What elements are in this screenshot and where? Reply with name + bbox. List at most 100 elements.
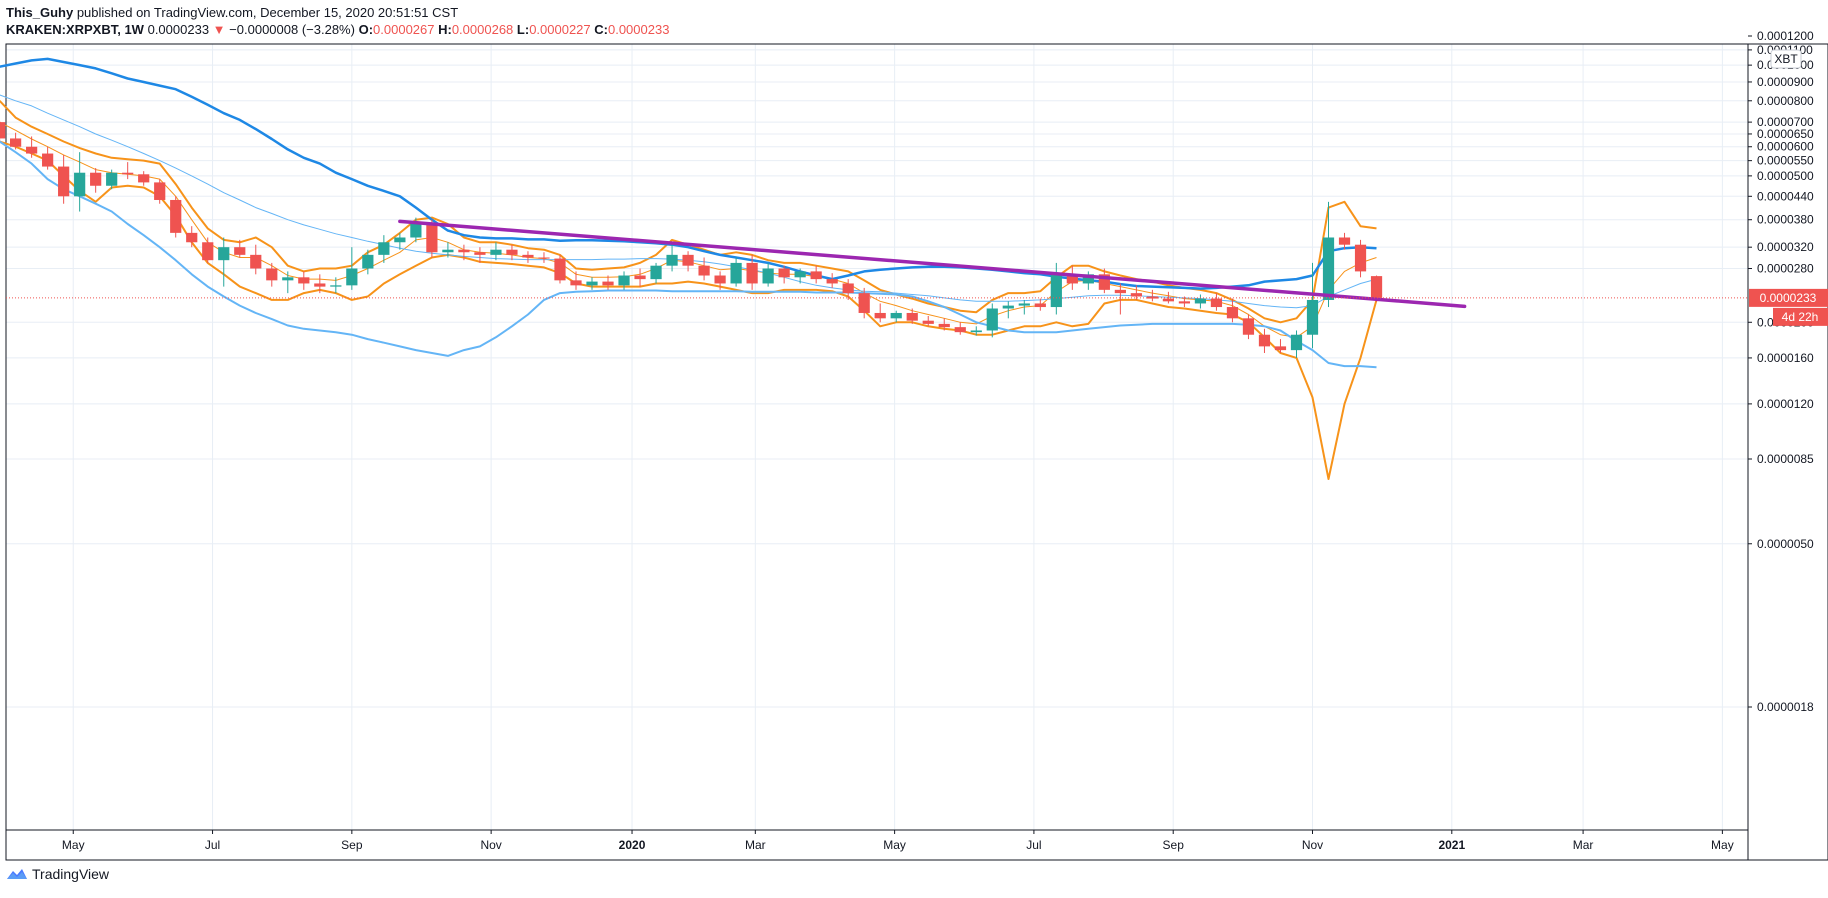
candle-body: [298, 277, 310, 284]
candle-body: [746, 262, 758, 284]
candle-body: [282, 277, 294, 281]
chart-border: [5, 43, 1828, 861]
close-value: 0.0000233: [607, 22, 670, 37]
price-tick-label[interactable]: 0.0000050: [1757, 537, 1814, 551]
band-line-1: [0, 121, 1377, 338]
candle-body: [1098, 274, 1110, 290]
candle-body: [170, 199, 182, 233]
time-tick-label[interactable]: 2021: [1438, 838, 1465, 852]
time-tick-label[interactable]: Sep: [341, 838, 363, 852]
candle-body: [330, 285, 342, 287]
price-tick-label[interactable]: 0.0000900: [1757, 75, 1814, 89]
candle-body: [634, 275, 646, 280]
candle-body: [1274, 346, 1287, 351]
low-value: 0.0000227: [529, 22, 591, 37]
candle-body: [154, 182, 166, 200]
candle-body: [1370, 276, 1383, 298]
price-tick-label[interactable]: 0.0000800: [1757, 94, 1814, 108]
footer-brand[interactable]: TradingView: [6, 866, 109, 882]
time-tick-label[interactable]: Nov: [1302, 838, 1323, 852]
price-tick-label[interactable]: 0.0000650: [1757, 127, 1814, 141]
price-tick-label[interactable]: 0.0000600: [1757, 140, 1814, 154]
candle-body: [410, 223, 422, 238]
candle-body: [666, 254, 678, 266]
candle-body: [954, 327, 966, 333]
last-price-tag-text: 0.0000233: [1760, 291, 1817, 305]
candle-body: [1338, 237, 1351, 245]
candle-body: [106, 172, 118, 186]
candle-body: [922, 320, 934, 324]
last-price: 0.0000233: [147, 22, 210, 37]
price-tick-label[interactable]: 0.0000018: [1757, 700, 1814, 714]
candle-body: [1242, 318, 1255, 335]
price-tick-label[interactable]: 0.0000120: [1757, 397, 1814, 411]
price-tick-label[interactable]: 0.0001200: [1757, 29, 1814, 43]
candle-body: [1050, 274, 1062, 308]
candle-body: [970, 330, 982, 333]
candle-body: [586, 281, 598, 286]
candle-body: [986, 308, 998, 331]
candle-body: [138, 174, 150, 183]
candle-body: [26, 146, 38, 154]
symbol-label[interactable]: KRAKEN:XRPXBT, 1W: [6, 22, 144, 37]
price-tick-label[interactable]: 0.0000440: [1757, 189, 1814, 203]
candle-body: [810, 271, 822, 280]
band-line-4: [0, 94, 1377, 309]
time-tick-label[interactable]: Jul: [205, 838, 220, 852]
candle-body: [1178, 301, 1191, 304]
candle-body: [778, 268, 790, 278]
candle-body: [858, 293, 870, 313]
candle-body: [1306, 299, 1319, 335]
candle-body: [826, 279, 838, 284]
time-tick-label[interactable]: Jul: [1026, 838, 1041, 852]
price-tick-label[interactable]: 0.0000320: [1757, 240, 1814, 254]
candle-body: [714, 275, 726, 284]
candle-body: [618, 275, 630, 286]
author-name[interactable]: This_Guhy: [6, 5, 74, 20]
candle-body: [1354, 244, 1367, 272]
price-tick-label[interactable]: 0.0000380: [1757, 213, 1814, 227]
change-arrow-icon: ▼: [212, 22, 226, 37]
price-axis[interactable]: 0.00012000.00011000.00010000.00009000.00…: [1748, 29, 1814, 714]
candle-body: [1130, 293, 1142, 297]
price-tick-label[interactable]: 0.0000500: [1757, 169, 1814, 183]
open-value: 0.0000267: [373, 22, 435, 37]
candle-body: [730, 262, 742, 284]
purple-trend-line[interactable]: [398, 219, 1467, 309]
price-tick-label[interactable]: 0.0000550: [1757, 154, 1814, 168]
time-tick-label[interactable]: Mar: [745, 838, 766, 852]
candle-body: [1226, 307, 1239, 319]
time-tick-label[interactable]: 2020: [619, 838, 646, 852]
candle-body: [442, 249, 454, 253]
candle-body: [74, 172, 86, 197]
time-tick-label[interactable]: May: [62, 838, 85, 852]
candle-body: [1290, 334, 1303, 351]
candle-body: [0, 122, 6, 139]
trendline[interactable]: [398, 219, 1467, 309]
time-tick-label[interactable]: Sep: [1163, 838, 1185, 852]
chart-header: This_Guhy published on TradingView.com, …: [6, 4, 669, 38]
price-tick-label[interactable]: 0.0000160: [1757, 351, 1814, 365]
price-tick-label[interactable]: 0.0000700: [1757, 115, 1814, 129]
candle-body: [874, 312, 886, 319]
time-axis[interactable]: May Jul Sep Nov 2020 Mar May Jul Sep Nov 2021 Mar Ma…: [62, 830, 1734, 852]
candle-body: [650, 265, 662, 280]
candle-body: [458, 249, 470, 253]
footer-brand-text: TradingView: [32, 866, 110, 882]
candle-body: [314, 283, 326, 287]
time-tick-label[interactable]: May: [883, 838, 906, 852]
publish-info: published on TradingView.com, December 1…: [76, 5, 459, 20]
candle-body: [1082, 274, 1094, 284]
price-tick-label[interactable]: 0.0000085: [1757, 452, 1814, 466]
time-tick-label[interactable]: Mar: [1573, 838, 1594, 852]
candle-body: [1066, 274, 1078, 284]
time-tick-label[interactable]: Nov: [480, 838, 501, 852]
time-tick-label[interactable]: May: [1711, 838, 1734, 852]
candle-body: [186, 232, 198, 243]
candle-body: [842, 283, 854, 294]
candle-body: [1034, 303, 1046, 308]
candle-body: [906, 312, 918, 321]
band-line-2: [0, 140, 1378, 480]
price-tick-label[interactable]: 0.0000280: [1757, 262, 1814, 276]
